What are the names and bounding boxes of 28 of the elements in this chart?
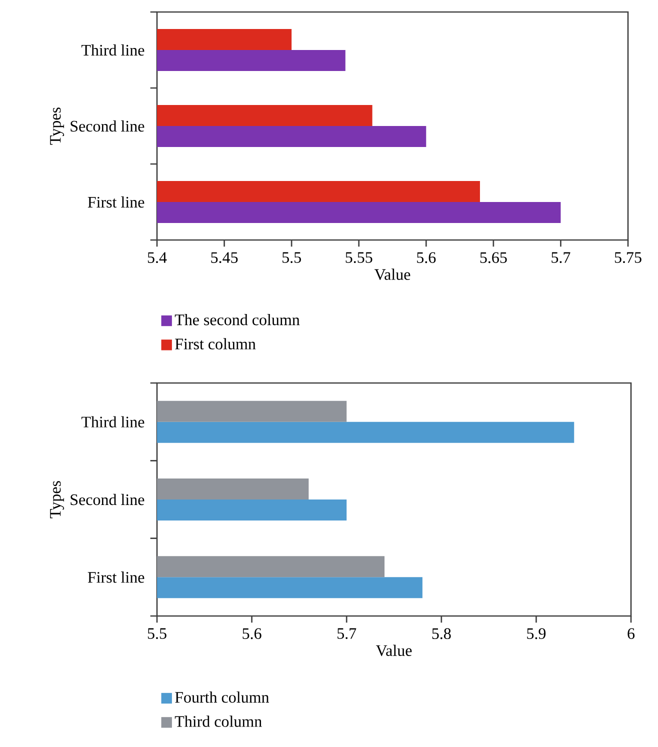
legend-label: The second column	[174, 314, 300, 326]
x-tick-label: 5.7	[552, 252, 570, 263]
y-tick-label: First line	[88, 572, 144, 583]
x-tick-label: 5.75	[614, 252, 642, 263]
y-tick-label: Second line	[70, 494, 144, 506]
y-tick-label: First line	[88, 196, 144, 208]
x-axis-title: Value	[376, 644, 412, 656]
x-tick-label: 5.9	[527, 628, 546, 640]
x-tick-label: 5.45	[211, 252, 238, 264]
x-tick-label: 6	[628, 628, 635, 640]
legend-label: Third column	[174, 716, 262, 727]
x-tick-label: 5.5	[148, 628, 166, 639]
x-tick-label: 5.8	[432, 628, 451, 640]
x-tick-label: 5.6	[417, 252, 436, 264]
y-axis-title: Types	[50, 481, 64, 518]
legend-label: First column	[175, 338, 256, 350]
x-tick-label: 5.65	[480, 252, 507, 264]
y-axis-title: Types	[50, 108, 64, 145]
y-tick-label: Third line	[81, 416, 144, 428]
x-tick-label: 5.5	[282, 252, 301, 263]
x-tick-label: 5.6	[242, 628, 262, 640]
x-tick-label: 5.4	[148, 252, 167, 264]
x-tick-label: 5.7	[338, 628, 356, 639]
y-tick-label: Third line	[81, 44, 144, 56]
legend-label: Fourth column	[175, 692, 270, 703]
y-tick-label: Second line	[70, 120, 144, 132]
x-axis-title: Value	[374, 268, 410, 280]
x-tick-label: 5.55	[346, 252, 372, 263]
